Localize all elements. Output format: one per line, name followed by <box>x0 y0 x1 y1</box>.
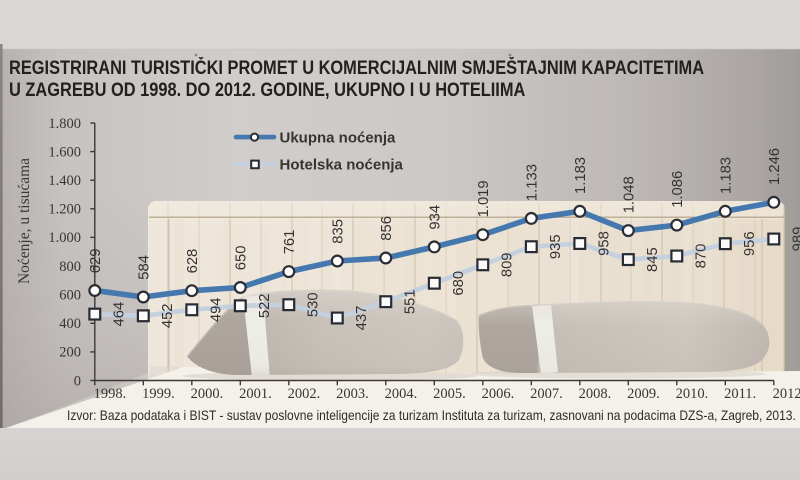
svg-text:Hotelska noćenja: Hotelska noćenja <box>280 156 404 173</box>
svg-text:1.183: 1.183 <box>719 157 735 194</box>
svg-text:2005.: 2005. <box>433 386 466 402</box>
svg-text:680: 680 <box>451 271 467 296</box>
svg-text:2003.: 2003. <box>336 386 369 402</box>
svg-text:452: 452 <box>160 303 176 328</box>
svg-text:628: 628 <box>185 249 201 274</box>
svg-text:629: 629 <box>88 248 104 273</box>
svg-text:464: 464 <box>112 302 128 327</box>
svg-text:600: 600 <box>59 288 81 304</box>
svg-text:530: 530 <box>306 292 322 317</box>
svg-text:2012.: 2012. <box>773 386 800 402</box>
svg-text:1.800: 1.800 <box>48 116 81 132</box>
svg-text:Noćenje, u tisućama: Noćenje, u tisućama <box>16 158 33 284</box>
svg-text:845: 845 <box>645 247 661 272</box>
svg-text:870: 870 <box>694 244 710 269</box>
svg-text:522: 522 <box>257 293 273 318</box>
svg-text:989: 989 <box>791 227 800 252</box>
svg-text:1.200: 1.200 <box>48 202 81 218</box>
svg-text:1.183: 1.183 <box>573 157 589 194</box>
svg-text:935: 935 <box>548 234 564 259</box>
svg-text:2010.: 2010. <box>676 386 709 402</box>
svg-text:2007.: 2007. <box>530 386 563 402</box>
svg-text:437: 437 <box>354 306 370 331</box>
svg-text:2011.: 2011. <box>724 386 756 402</box>
svg-text:584: 584 <box>137 255 153 280</box>
svg-text:1.600: 1.600 <box>48 144 81 160</box>
svg-text:650: 650 <box>234 245 250 270</box>
svg-text:956: 956 <box>742 231 758 256</box>
svg-text:0: 0 <box>74 373 81 389</box>
svg-text:2000.: 2000. <box>191 386 224 402</box>
svg-text:856: 856 <box>379 216 395 241</box>
svg-text:2009.: 2009. <box>627 386 660 402</box>
svg-text:400: 400 <box>59 316 81 332</box>
svg-text:809: 809 <box>500 252 516 277</box>
svg-text:2001.: 2001. <box>239 386 272 402</box>
svg-text:1999.: 1999. <box>142 386 175 402</box>
svg-text:551: 551 <box>403 289 419 314</box>
svg-text:1.019: 1.019 <box>476 180 492 217</box>
svg-text:2008.: 2008. <box>579 386 612 402</box>
svg-text:934: 934 <box>428 205 444 230</box>
svg-text:958: 958 <box>597 231 613 256</box>
svg-text:1.133: 1.133 <box>525 164 541 201</box>
svg-text:835: 835 <box>331 219 347 244</box>
svg-text:1.000: 1.000 <box>48 230 81 246</box>
svg-text:1.048: 1.048 <box>622 176 638 213</box>
svg-text:1998.: 1998. <box>94 386 127 402</box>
svg-text:800: 800 <box>59 259 81 275</box>
svg-text:1.246: 1.246 <box>767 148 783 185</box>
svg-text:2006.: 2006. <box>482 386 515 402</box>
svg-text:Ukupna noćenja: Ukupna noćenja <box>280 129 397 146</box>
svg-text:494: 494 <box>209 297 225 322</box>
svg-text:1.400: 1.400 <box>48 173 81 189</box>
svg-text:200: 200 <box>59 345 81 361</box>
svg-text:2002.: 2002. <box>288 386 321 402</box>
svg-text:2004.: 2004. <box>385 386 418 402</box>
svg-text:1.086: 1.086 <box>670 171 686 208</box>
svg-text:761: 761 <box>282 230 298 255</box>
